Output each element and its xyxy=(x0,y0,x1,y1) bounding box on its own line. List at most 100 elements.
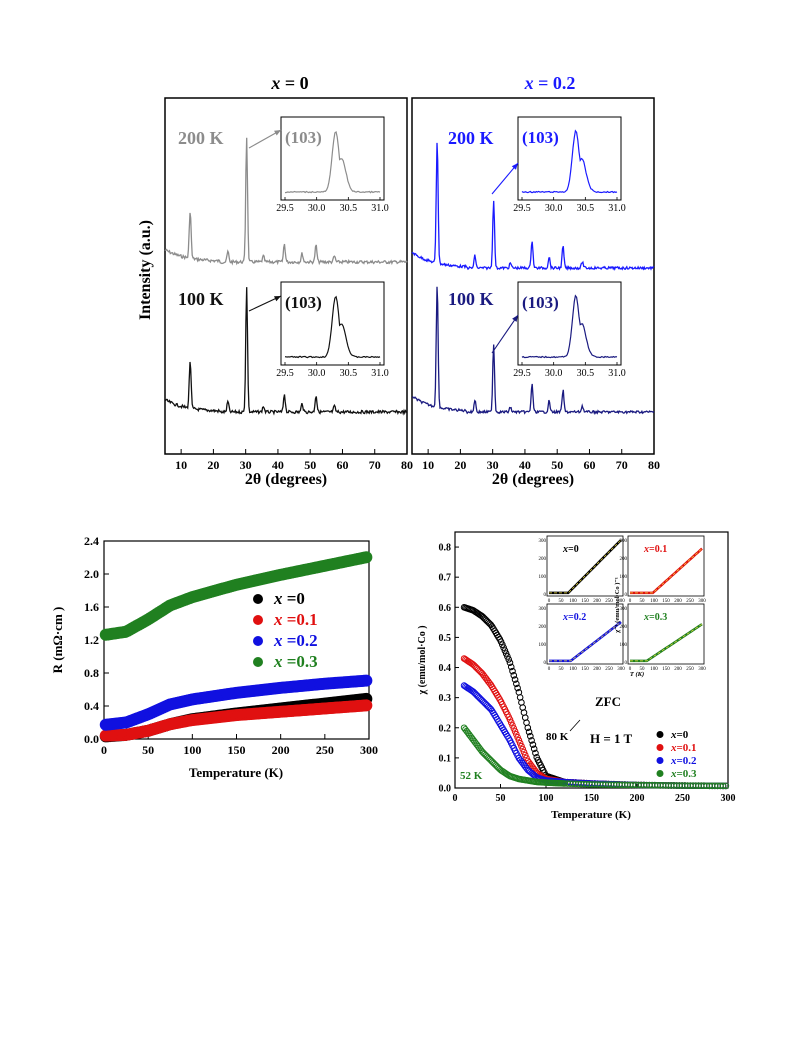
c-point xyxy=(719,782,727,790)
xrd-right-title: x = 0.2 xyxy=(524,73,576,93)
inset-xtick-label: 0 xyxy=(629,599,632,604)
field-label: H = 1 T xyxy=(590,731,633,746)
inset-xtick-label: 300 xyxy=(617,667,625,672)
r-ytick-label: 0.4 xyxy=(84,699,99,713)
inset-xtick-label: 50 xyxy=(559,667,565,672)
c-point xyxy=(525,728,533,736)
inset-frame-3 xyxy=(627,603,705,665)
inset-xtick-label: 50 xyxy=(640,599,646,604)
c-point xyxy=(502,650,510,657)
inset-xtick-label: 250 xyxy=(686,599,694,604)
c-xtick-label: 100 xyxy=(539,793,554,804)
c-point xyxy=(504,653,511,660)
xrd-insets: (103) 29.5 30.0 30.5 31.0 (103) 29.5 30.0 30.5 31… xyxy=(248,116,626,379)
inset-ytick-label: 0 xyxy=(544,593,547,598)
r-ytick-label: 0.8 xyxy=(84,666,99,680)
inset-xtick-label: 150 xyxy=(662,667,670,672)
c-point xyxy=(500,644,507,651)
c-xtick-label: 200 xyxy=(630,793,645,804)
annotation-80K: 80 K xyxy=(546,731,569,743)
inset-xtick-label: 100 xyxy=(650,599,658,604)
xrd-inset-tick-label: 31.0 xyxy=(608,368,626,379)
inset-xtick-label: 300 xyxy=(698,667,706,672)
r-legend-label-3: x =0.3 xyxy=(273,652,318,671)
inset-fit-3 xyxy=(630,623,703,662)
r-xtick-label: 200 xyxy=(272,743,290,757)
resistance-legend: x =0 x =0.1 x =0.2 x =0.3 xyxy=(253,589,318,671)
inset-label-3: x=0.3 xyxy=(643,612,667,623)
r-series-2 xyxy=(99,674,373,731)
xrd-inset-peak-left-100K xyxy=(284,295,381,359)
c-xtick-label: 250 xyxy=(675,793,690,804)
inset-ytick-label: 200 xyxy=(620,625,628,630)
xrd-inset-peak-right-200K xyxy=(521,129,618,194)
r-xtick-label: 50 xyxy=(142,743,154,757)
inset-xtick-label: 0 xyxy=(629,667,632,672)
inset-ytick-label: 200 xyxy=(539,557,547,562)
xrd-inset-tick-label: 31.0 xyxy=(371,203,389,214)
c-point xyxy=(501,647,509,654)
inset-xtick-label: 0 xyxy=(548,599,551,604)
r-point xyxy=(360,699,373,712)
inset-ytick-label: 100 xyxy=(620,575,628,580)
r-legend-label-2: x =0.2 xyxy=(273,631,318,650)
c-point xyxy=(521,751,529,759)
c-legend-marker-2 xyxy=(656,757,664,764)
r-xtick-label: 0 xyxy=(101,743,107,757)
c-ytick-label: 0.4 xyxy=(439,663,452,674)
xrd-xtick-label: 60 xyxy=(583,458,595,472)
inset-ytick-label: 0 xyxy=(544,661,547,666)
xrd-inset-tick-label: 31.0 xyxy=(608,203,626,214)
r-xtick-label: 150 xyxy=(228,743,246,757)
xrd-xtick-label: 10 xyxy=(422,458,434,472)
inset-frame-2 xyxy=(546,603,624,665)
c-series-3 xyxy=(460,724,730,790)
xrd-right-frame xyxy=(411,97,655,455)
xrd-left-200K-pattern xyxy=(164,137,408,266)
xrd-xtick-label: 70 xyxy=(369,458,381,472)
inset-xtick-label: 100 xyxy=(650,667,658,672)
c-point xyxy=(514,733,521,741)
c-point xyxy=(520,748,528,756)
inset-ytick-label: 300 xyxy=(620,539,628,544)
r-legend-label-0: x =0 xyxy=(273,589,305,608)
resistance-chart: R (mΩ·cm ) Temperature (K) 0.0 0.4 0.8 1.2 1… xyxy=(50,534,378,780)
xrd-xtick-label: 80 xyxy=(648,458,660,472)
r-ytick-label: 1.6 xyxy=(84,600,99,614)
c-point xyxy=(499,641,506,648)
annotation-52K: 52 K xyxy=(460,770,483,782)
xrd-left-xlabel: 2θ (degrees) xyxy=(245,471,327,488)
susceptibility-series xyxy=(460,603,730,790)
r-legend-marker-0 xyxy=(253,594,263,604)
inset-xtick-label: 150 xyxy=(581,599,589,604)
inset-xtick-label: 200 xyxy=(593,667,601,672)
c-xtick-label: 50 xyxy=(496,793,506,804)
xrd-figure: x = 0 x = 0.2 Intensity (a.u.) 2θ (degre… xyxy=(137,73,660,488)
xrd-xtick-label: 50 xyxy=(304,458,316,472)
c-point xyxy=(510,725,518,732)
c-point xyxy=(505,656,512,663)
xrd-inset-arrowhead-left-100K xyxy=(274,296,281,302)
xrd-inset-label-left-200K: (103) xyxy=(285,128,322,147)
c-point xyxy=(722,782,730,790)
inset-xtick-label: 200 xyxy=(674,667,682,672)
inset-xtick-label: 200 xyxy=(593,599,601,604)
c-point xyxy=(513,731,520,738)
c-point xyxy=(506,659,514,667)
r-legend-marker-1 xyxy=(253,615,263,625)
xrd-left-100K-pattern xyxy=(164,287,408,416)
inset-label-1: x=0.1 xyxy=(643,544,667,555)
inset-ytick-label: 300 xyxy=(620,607,628,612)
xrd-inset-arrowhead-right-100K xyxy=(512,315,518,322)
xrd-ylabel: Intensity (a.u.) xyxy=(137,220,154,320)
c-ytick-label: 0.3 xyxy=(439,693,452,704)
susceptibility-legend: x=0x=0.1x=0.2x=0.3 xyxy=(656,729,697,780)
inset-xtick-label: 250 xyxy=(605,599,613,604)
inset-fit-0 xyxy=(549,539,622,594)
xrd-inset-arrow-right-200K xyxy=(491,162,519,195)
c-xtick-label: 300 xyxy=(721,793,736,804)
annotation-80K-pointer xyxy=(569,719,581,732)
susceptibility-chart: χ (emu/mol·Co ) Temperature (K) 0.0 0.1 0.… xyxy=(417,531,736,821)
